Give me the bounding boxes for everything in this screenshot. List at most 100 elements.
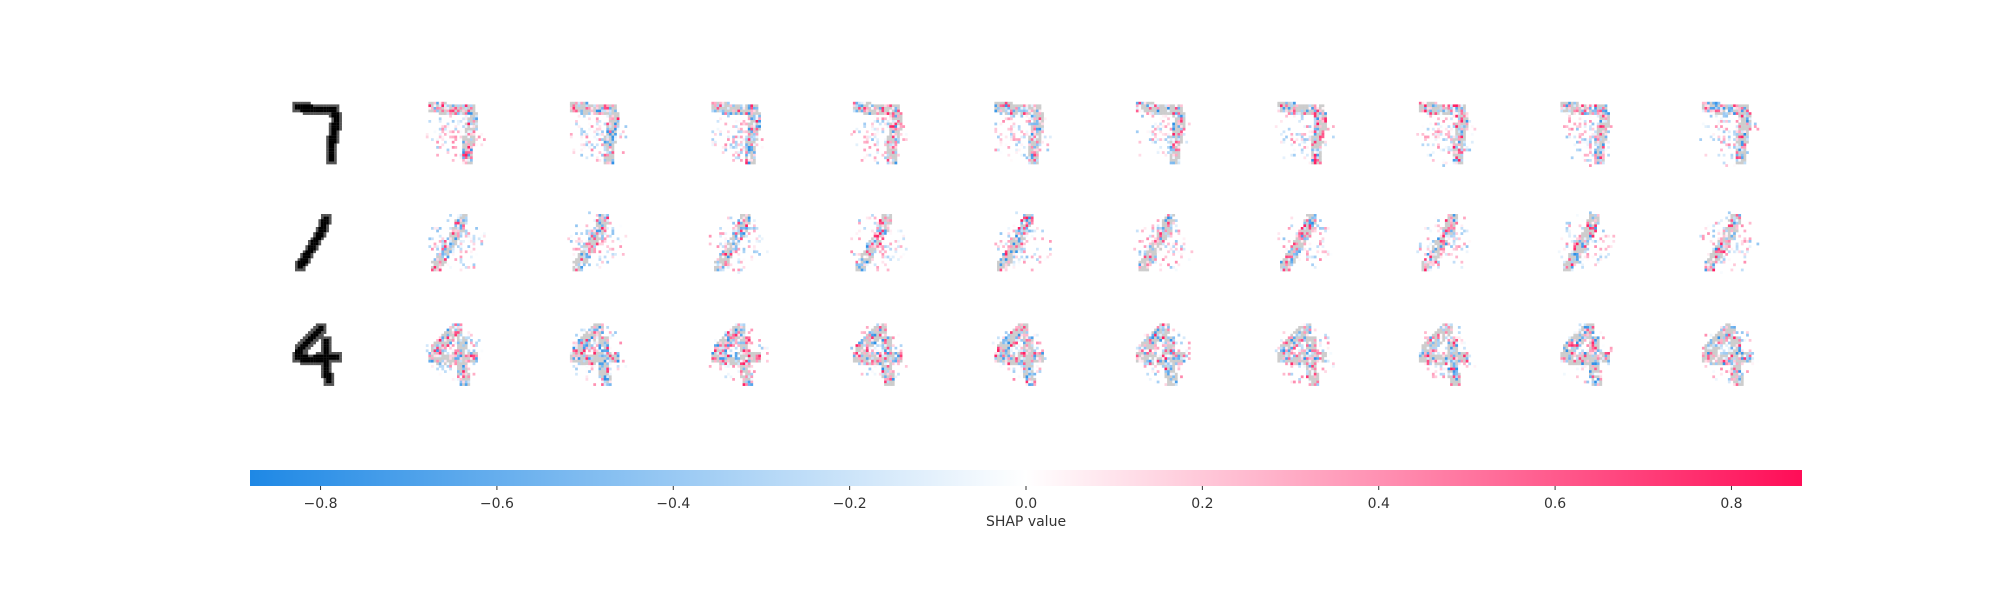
pixel [315,328,319,332]
pixel [1308,104,1312,108]
pixel [1735,140,1739,144]
pixel [745,140,748,144]
pixel [1293,153,1296,157]
pixel [1717,245,1721,248]
pixel [884,109,887,113]
pixel [742,107,746,110]
pixel [1303,112,1307,115]
pixel [1565,263,1569,267]
pixel [1583,122,1587,126]
pixel [1612,240,1616,243]
pixel [300,357,303,360]
pixel [1591,219,1595,222]
pixel [734,245,738,248]
pixel [1007,101,1011,105]
pixel [580,148,584,152]
pixel [444,250,447,254]
pixel [750,125,754,128]
pixel [585,362,589,366]
pixel [441,362,445,366]
pixel [606,250,610,254]
pixel [1287,258,1291,261]
pixel [1143,266,1147,269]
pixel [1452,219,1456,222]
pixel [1743,156,1747,160]
pixel [585,224,589,228]
pixel [1007,247,1011,251]
pixel [438,344,442,347]
pixel [1172,161,1176,165]
pixel [300,352,303,355]
pixel [580,263,584,267]
pixel [1174,114,1178,118]
pixel [742,148,746,152]
pixel [436,229,439,233]
pixel [585,240,589,243]
pixel [1437,229,1440,233]
pixel [1036,153,1039,157]
pixel [454,112,458,115]
pixel [467,114,471,118]
pixel [1326,127,1330,131]
pixel [457,120,460,123]
pixel [1311,161,1314,165]
pixel [334,130,337,134]
pixel [1609,240,1613,243]
pixel [318,232,322,235]
pixel [1033,133,1037,136]
pixel [1017,245,1021,248]
pixel [734,323,738,327]
pixel [1743,240,1747,243]
pixel [721,104,725,108]
pixel [313,336,316,340]
pixel [575,266,578,269]
pixel [470,109,473,113]
pixel [1709,255,1713,259]
pixel [1740,138,1744,141]
pixel [852,101,856,105]
pixel [321,109,324,113]
pixel [1596,214,1600,217]
pixel [1602,107,1605,110]
pixel [1431,133,1435,136]
pixel [886,138,890,141]
input-digit-image [292,101,342,165]
pixel [750,109,754,113]
pixel [997,245,1000,248]
pixel [858,130,861,134]
pixel [1308,221,1312,225]
pixel [1565,101,1569,105]
pixel [1589,112,1592,115]
pixel [1143,227,1147,230]
pixel [590,346,594,350]
pixel [1434,216,1438,220]
pixel [593,331,597,334]
pixel [467,112,471,115]
pixel [899,140,903,144]
pixel [315,247,319,251]
pixel [310,341,314,345]
pixel [1725,114,1729,118]
pixel [462,266,465,269]
pixel [590,365,594,368]
pixel [1735,135,1739,139]
pixel [1174,146,1178,149]
pixel [1452,161,1456,165]
pixel [1589,159,1592,162]
pixel [1602,104,1605,108]
pixel [313,339,316,342]
pixel [1607,146,1610,149]
pixel [336,122,340,126]
pixel [326,138,329,141]
pixel [855,107,859,110]
pixel [889,148,893,152]
pixel [721,250,725,254]
pixel [1154,122,1157,126]
pixel [1727,227,1731,230]
pixel [721,151,725,154]
pixel [1431,245,1435,248]
pixel [1313,153,1317,157]
pixel [1287,266,1291,269]
pixel [1290,263,1294,267]
pixel [1743,127,1747,131]
